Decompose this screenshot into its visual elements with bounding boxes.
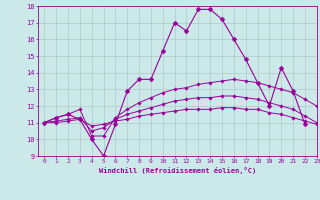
- X-axis label: Windchill (Refroidissement éolien,°C): Windchill (Refroidissement éolien,°C): [99, 167, 256, 174]
